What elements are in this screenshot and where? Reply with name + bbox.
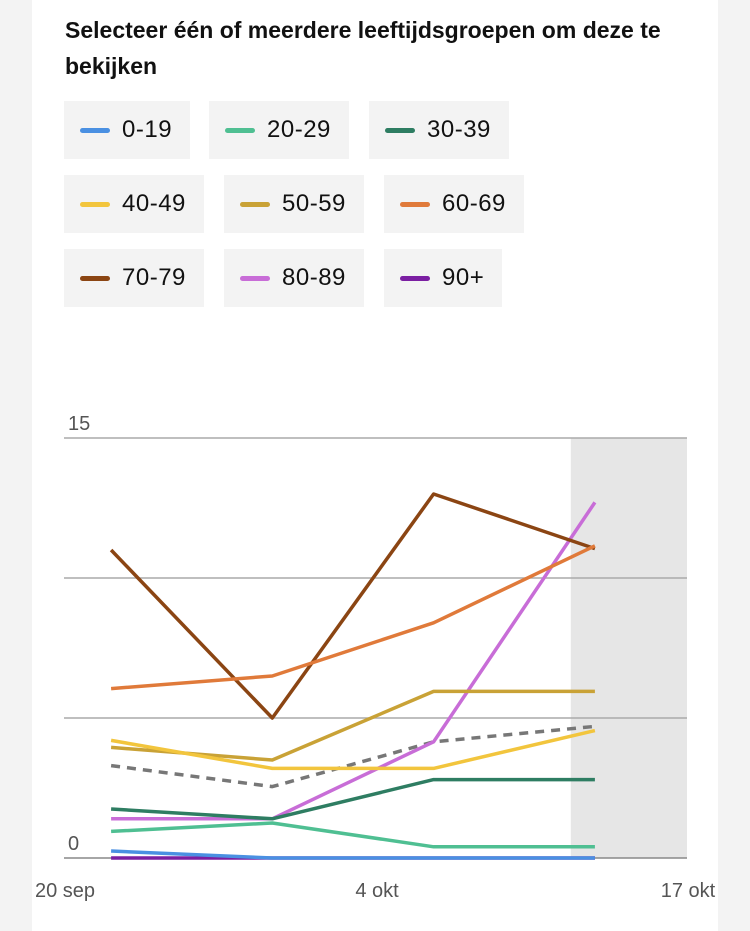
x-tick-label: 20 sep bbox=[35, 880, 95, 902]
legend-label: 30-39 bbox=[427, 116, 491, 143]
legend-swatch-icon bbox=[400, 275, 430, 281]
legend-swatch-icon bbox=[80, 275, 110, 281]
highlight-region bbox=[570, 438, 687, 858]
series-line-80-89 bbox=[111, 501, 597, 821]
legend-item-70-79[interactable]: 70-79 bbox=[64, 249, 204, 307]
legend-label: 40-49 bbox=[122, 190, 186, 217]
legend-label: 80-89 bbox=[282, 264, 346, 291]
series-line-40-49 bbox=[110, 728, 596, 771]
legend-item-0-19[interactable]: 0-19 bbox=[64, 101, 191, 159]
legend-label: 90+ bbox=[442, 264, 485, 291]
legend-swatch-icon bbox=[240, 201, 270, 207]
legend-swatch-icon bbox=[225, 127, 255, 133]
legend-swatch-icon bbox=[80, 201, 110, 207]
legend-item-30-39[interactable]: 30-39 bbox=[369, 101, 509, 159]
series-line-60-69 bbox=[110, 544, 596, 691]
legend-label: 50-59 bbox=[282, 190, 346, 217]
series-lines bbox=[109, 492, 597, 860]
x-tick-label: 4 okt bbox=[355, 880, 399, 902]
y-tick-label: 0 bbox=[68, 833, 79, 855]
series-line-dashed bbox=[110, 724, 596, 789]
x-tick-label: 17 okt bbox=[661, 880, 716, 902]
axis-labels: 15 0 20 sep 4 okt 17 okt bbox=[35, 413, 716, 902]
chart-heading: Selecteer één of meerdere leeftijdsgroep… bbox=[65, 17, 661, 79]
legend-swatch-icon bbox=[400, 201, 430, 207]
legend-item-90-plus[interactable]: 90+ bbox=[384, 249, 503, 307]
legend-item-60-69[interactable]: 60-69 bbox=[384, 175, 524, 233]
series-line-20-29 bbox=[111, 821, 595, 849]
series-line-50-59 bbox=[110, 689, 595, 762]
legend-label: 70-79 bbox=[122, 264, 186, 291]
legend-item-40-49[interactable]: 40-49 bbox=[64, 175, 204, 233]
legend-swatch-icon bbox=[80, 127, 110, 133]
legend-label: 0-19 bbox=[122, 116, 173, 143]
series-line-30-39 bbox=[110, 777, 595, 821]
y-tick-label: 15 bbox=[68, 413, 90, 435]
series-line-70-79 bbox=[109, 492, 596, 720]
legend-swatch-icon bbox=[240, 275, 270, 281]
legend-item-20-29[interactable]: 20-29 bbox=[209, 101, 349, 159]
legend-label: 20-29 bbox=[267, 116, 331, 143]
legend-item-80-89[interactable]: 80-89 bbox=[224, 249, 364, 307]
series-line-0-19 bbox=[111, 849, 595, 860]
legend-label: 60-69 bbox=[442, 190, 506, 217]
legend-item-50-59[interactable]: 50-59 bbox=[224, 175, 364, 233]
legend-swatch-icon bbox=[385, 127, 415, 133]
